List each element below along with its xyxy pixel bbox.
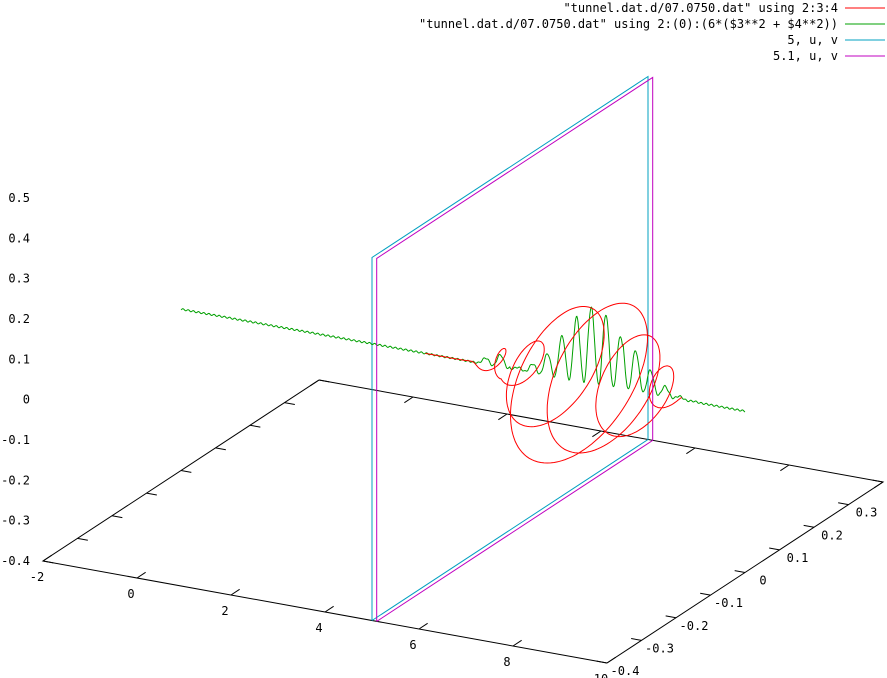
series-curves [180,75,746,622]
plane-5-1 [376,76,654,622]
x-tick-label: 4 [315,621,322,635]
z-tick-label: -0.3 [1,514,30,528]
x-tick [230,588,240,596]
y-tick-label: -0.2 [680,619,709,633]
x-tick-back [780,464,790,472]
series-density-line [180,306,746,413]
legend-label: 5.1, u, v [773,49,838,63]
x-tick-back [686,447,696,455]
x-tick [606,656,616,664]
plane-5 [371,75,649,621]
base-frame-back [318,379,885,664]
y-tick-back [215,447,226,451]
x-tick-back [874,481,884,489]
y-tick-label: -0.4 [611,664,640,678]
z-tick-label: -0.1 [1,433,30,447]
y-tick [631,638,642,641]
y-tick-back [77,537,88,541]
x-tick [42,554,52,562]
y-tick-label: 0.2 [821,528,843,542]
y-tick [769,547,780,551]
y-tick-back [249,424,261,428]
y-tick-label: 0.3 [856,506,878,520]
x-tick-back [404,396,414,404]
series-wave-packet [425,302,683,464]
x-tick [324,605,334,613]
x-tick-back [310,379,320,387]
y-tick [665,615,677,619]
z-tick-label: 0.1 [8,352,30,366]
y-tick [872,479,884,483]
x-tick-label: 8 [503,655,510,669]
z-tick-label: 0.3 [8,272,30,286]
y-tick-label: -0.1 [714,596,743,610]
x-tick [136,571,146,579]
x-tick-label: -2 [30,570,44,584]
x-tick-label: 2 [221,604,228,618]
y-tick [803,524,815,528]
legend: "tunnel.dat.d/07.0750.dat" using 2:3:4 "t… [419,1,885,63]
z-tick-label: -0.2 [1,473,30,487]
y-tick-back [284,402,295,405]
z-tick-label: 0.2 [8,312,30,326]
legend-label: "tunnel.dat.d/07.0750.dat" using 2:(0):(… [419,17,838,31]
y-tick-back [318,379,330,383]
x-tick-label: 10 [594,672,608,678]
tick-marks: -20246810-0.4-0.3-0.2-0.100.10.20.30.4-0… [1,191,884,678]
y-tick-label: -0.3 [645,641,674,655]
y-tick-back [146,492,157,496]
y-tick [734,570,746,573]
y-tick-back [42,560,54,564]
axes [41,379,885,664]
y-tick-label: 0 [759,574,766,588]
z-tick-label: 0.4 [8,231,30,245]
x-tick-back [498,413,508,421]
y-tick [596,660,608,664]
y-tick [838,502,849,506]
z-tick-label: 0.5 [8,191,30,205]
legend-label: 5, u, v [787,33,838,47]
z-tick-label: 0 [23,393,30,407]
y-tick-back [111,515,123,519]
y-tick-back [180,470,192,473]
y-tick [700,592,711,596]
x-tick-label: 0 [127,587,134,601]
y-tick-label: 0.1 [787,551,809,565]
x-tick-label: 6 [409,638,416,652]
legend-label: "tunnel.dat.d/07.0750.dat" using 2:3:4 [563,1,838,15]
x-tick [418,622,428,630]
z-tick-label: -0.4 [1,554,30,568]
x-tick [512,639,522,647]
x-tick-back [592,430,602,438]
